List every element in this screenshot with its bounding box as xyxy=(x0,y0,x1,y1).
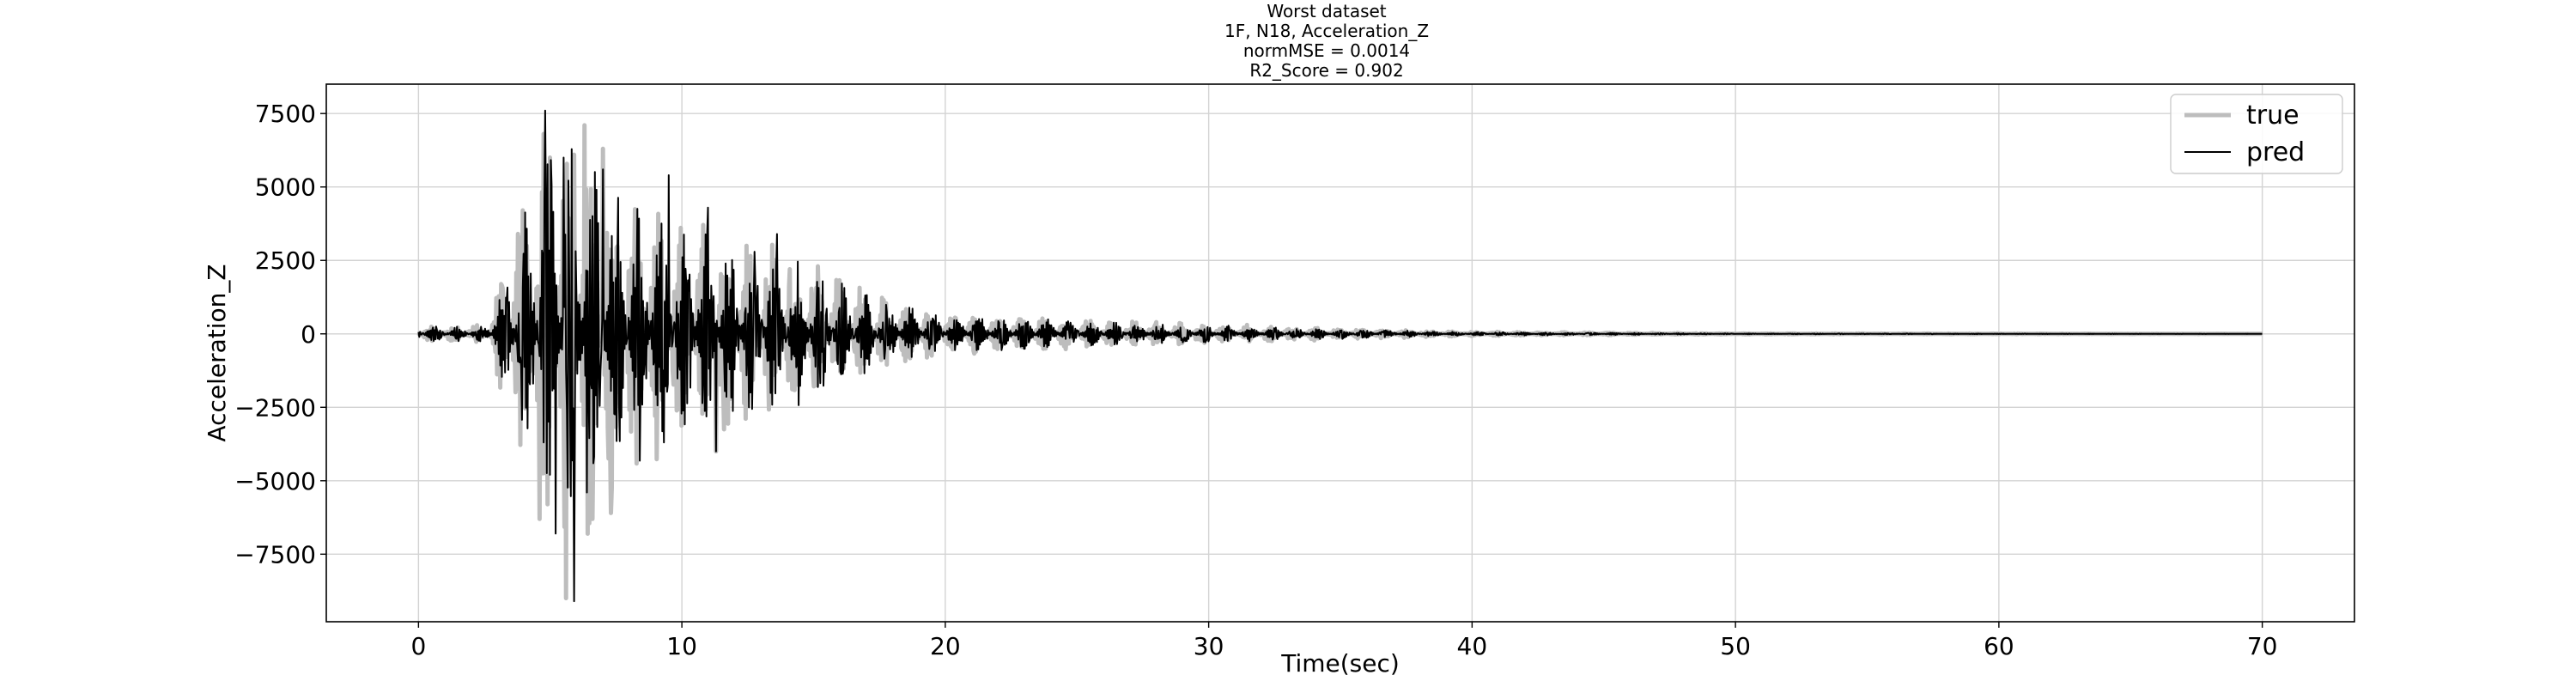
x-tick-label: 40 xyxy=(1457,632,1488,660)
chart-title: Worst dataset 1F, N18, Acceleration_Z no… xyxy=(1224,1,1429,81)
legend: true pred xyxy=(2170,94,2343,174)
y-tick-label: 7500 xyxy=(255,100,316,128)
plot-area xyxy=(416,109,2264,603)
y-tick-label: 2500 xyxy=(255,246,316,275)
series-line-true xyxy=(416,123,2264,601)
legend-label-pred: pred xyxy=(2246,137,2305,167)
x-tick-label: 70 xyxy=(2247,632,2278,660)
title-line-3: normMSE = 0.0014 xyxy=(1243,40,1410,61)
y-tick-label: 5000 xyxy=(255,173,316,202)
title-line-2: 1F, N18, Acceleration_Z xyxy=(1224,21,1429,41)
x-tick-label: 10 xyxy=(666,632,697,660)
axis-ticks: 0 10 20 30 40 50 60 70 7500 5000 2500 0 −2500 −5000 −7… xyxy=(234,100,2277,660)
y-tick-label: −2500 xyxy=(234,393,316,422)
x-tick-label: 30 xyxy=(1194,632,1224,660)
x-tick-label: 0 xyxy=(410,632,426,660)
x-tick-label: 50 xyxy=(1720,632,1751,660)
x-tick-label: 20 xyxy=(930,632,961,660)
y-axis-label: Acceleration_Z xyxy=(203,264,231,441)
x-tick-label: 60 xyxy=(1984,632,2014,660)
x-axis-label: Time(sec) xyxy=(1280,649,1400,678)
y-tick-label: 0 xyxy=(301,320,316,349)
series-line-pred xyxy=(417,109,2263,603)
legend-label-true: true xyxy=(2246,100,2300,131)
title-line-1: Worst dataset xyxy=(1267,1,1386,21)
axes-frame xyxy=(325,83,2355,623)
title-line-4: R2_Score = 0.902 xyxy=(1249,60,1403,81)
y-tick-label: −5000 xyxy=(234,467,316,495)
y-tick-label: −7500 xyxy=(234,540,316,568)
